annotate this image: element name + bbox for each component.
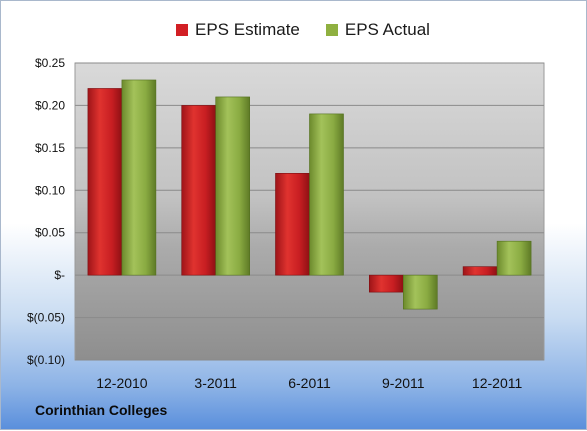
legend-swatch-actual: [325, 24, 338, 36]
y-tick-label: $0.15: [35, 141, 65, 155]
company-name: Corinthian Colleges: [35, 402, 168, 418]
y-tick-label: $0.20: [35, 98, 65, 112]
x-tick-label: 12-2011: [472, 375, 523, 391]
legend: EPS Estimate EPS Actual: [176, 17, 430, 43]
bar-eps-actual: [496, 240, 532, 276]
bar-eps-estimate: [87, 88, 123, 276]
y-tick-label: $0.10: [35, 183, 65, 197]
bar-eps-actual: [402, 274, 438, 310]
bar-eps-estimate: [368, 274, 404, 293]
bar-eps-estimate: [462, 266, 498, 276]
legend-item-actual: EPS Actual: [325, 20, 430, 40]
legend-label-estimate: EPS Estimate: [195, 20, 300, 39]
bar-eps-estimate: [181, 105, 216, 276]
x-tick-label: 6-2011: [288, 375, 331, 391]
y-tick-label: $-: [54, 268, 65, 282]
bar-eps-estimate: [275, 173, 310, 276]
legend-swatch-estimate: [176, 24, 188, 36]
bar-eps-actual: [309, 113, 344, 276]
x-tick-label: 9-2011: [382, 375, 425, 391]
y-tick-label: $0.25: [35, 56, 65, 70]
legend-item-estimate: EPS Estimate: [176, 20, 300, 40]
legend-label-actual: EPS Actual: [344, 20, 430, 39]
x-tick-label: 3-2011: [194, 375, 237, 391]
y-tick-label: $(0.10): [27, 353, 65, 367]
y-tick-label: $0.05: [35, 226, 65, 240]
bar-eps-actual: [121, 79, 157, 276]
y-tick-label: $(0.05): [27, 311, 65, 325]
bar-eps-actual: [215, 96, 250, 276]
x-tick-label: 12-2010: [96, 375, 148, 391]
